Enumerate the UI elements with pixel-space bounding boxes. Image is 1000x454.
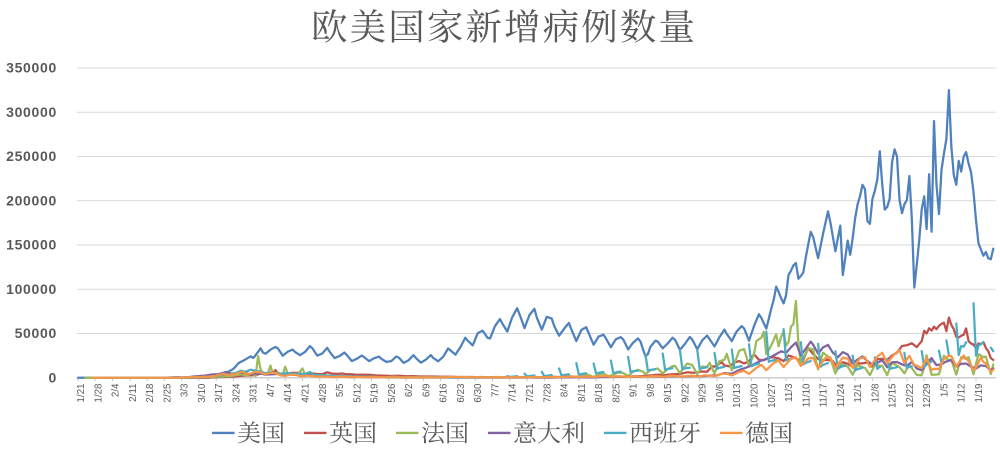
svg-text:1/28: 1/28 — [93, 383, 104, 403]
svg-text:9/22: 9/22 — [680, 384, 691, 403]
svg-text:5/19: 5/19 — [370, 384, 381, 403]
svg-text:10/27: 10/27 — [767, 384, 778, 409]
svg-text:7/28: 7/28 — [542, 383, 553, 403]
svg-text:1/21: 1/21 — [76, 384, 87, 403]
svg-text:300000: 300000 — [6, 104, 57, 120]
svg-text:8/11: 8/11 — [577, 384, 588, 402]
svg-text:10/20: 10/20 — [749, 383, 760, 408]
svg-text:100000: 100000 — [6, 281, 57, 297]
svg-text:4/7: 4/7 — [266, 384, 277, 398]
svg-text:2/4: 2/4 — [111, 383, 122, 397]
svg-text:9/15: 9/15 — [663, 383, 674, 403]
svg-text:11/3: 11/3 — [784, 383, 795, 402]
svg-text:12/8: 12/8 — [870, 383, 881, 403]
svg-text:8/4: 8/4 — [560, 383, 571, 397]
svg-text:12/1: 12/1 — [853, 384, 864, 403]
svg-text:9/29: 9/29 — [698, 384, 709, 403]
svg-text:12/22: 12/22 — [905, 384, 916, 409]
svg-text:3/31: 3/31 — [249, 384, 260, 403]
svg-text:10/13: 10/13 — [732, 383, 743, 408]
svg-text:3/10: 3/10 — [197, 383, 208, 403]
svg-text:7/14: 7/14 — [508, 383, 519, 403]
svg-text:1/12: 1/12 — [957, 384, 968, 403]
svg-text:11/17: 11/17 — [819, 384, 830, 408]
svg-text:3/17: 3/17 — [214, 384, 225, 403]
svg-text:7/7: 7/7 — [490, 384, 501, 398]
svg-text:0: 0 — [49, 370, 58, 386]
svg-text:150000: 150000 — [6, 237, 57, 253]
svg-text:2/25: 2/25 — [162, 383, 173, 403]
svg-text:6/16: 6/16 — [439, 383, 450, 403]
svg-text:200000: 200000 — [6, 193, 57, 209]
svg-text:4/14: 4/14 — [283, 383, 294, 403]
svg-text:1/19: 1/19 — [974, 384, 985, 403]
svg-text:7/21: 7/21 — [525, 384, 536, 403]
svg-text:4/28: 4/28 — [318, 383, 329, 403]
svg-text:1/5: 1/5 — [939, 383, 950, 397]
svg-text:2/18: 2/18 — [145, 383, 156, 403]
svg-text:2/11: 2/11 — [128, 384, 139, 402]
svg-text:9/8: 9/8 — [646, 383, 657, 397]
svg-text:12/15: 12/15 — [888, 383, 899, 408]
svg-text:10/6: 10/6 — [715, 383, 726, 403]
svg-text:3/3: 3/3 — [180, 383, 191, 397]
svg-text:4/21: 4/21 — [301, 384, 312, 403]
svg-text:5/12: 5/12 — [352, 384, 363, 403]
svg-text:50000: 50000 — [15, 325, 57, 341]
svg-text:8/18: 8/18 — [594, 383, 605, 403]
svg-text:12/29: 12/29 — [922, 384, 933, 409]
svg-text:6/30: 6/30 — [473, 383, 484, 403]
svg-text:350000: 350000 — [6, 60, 57, 76]
svg-text:11/10: 11/10 — [801, 383, 812, 407]
svg-text:8/25: 8/25 — [611, 383, 622, 403]
svg-text:6/2: 6/2 — [404, 384, 415, 398]
svg-text:5/5: 5/5 — [335, 383, 346, 397]
svg-text:5/26: 5/26 — [387, 383, 398, 403]
svg-text:250000: 250000 — [6, 148, 57, 164]
svg-text:11/24: 11/24 — [836, 383, 847, 407]
svg-text:9/1: 9/1 — [629, 384, 640, 398]
svg-text:6/9: 6/9 — [421, 384, 432, 398]
svg-text:6/23: 6/23 — [456, 383, 467, 403]
svg-text:3/24: 3/24 — [231, 383, 242, 403]
